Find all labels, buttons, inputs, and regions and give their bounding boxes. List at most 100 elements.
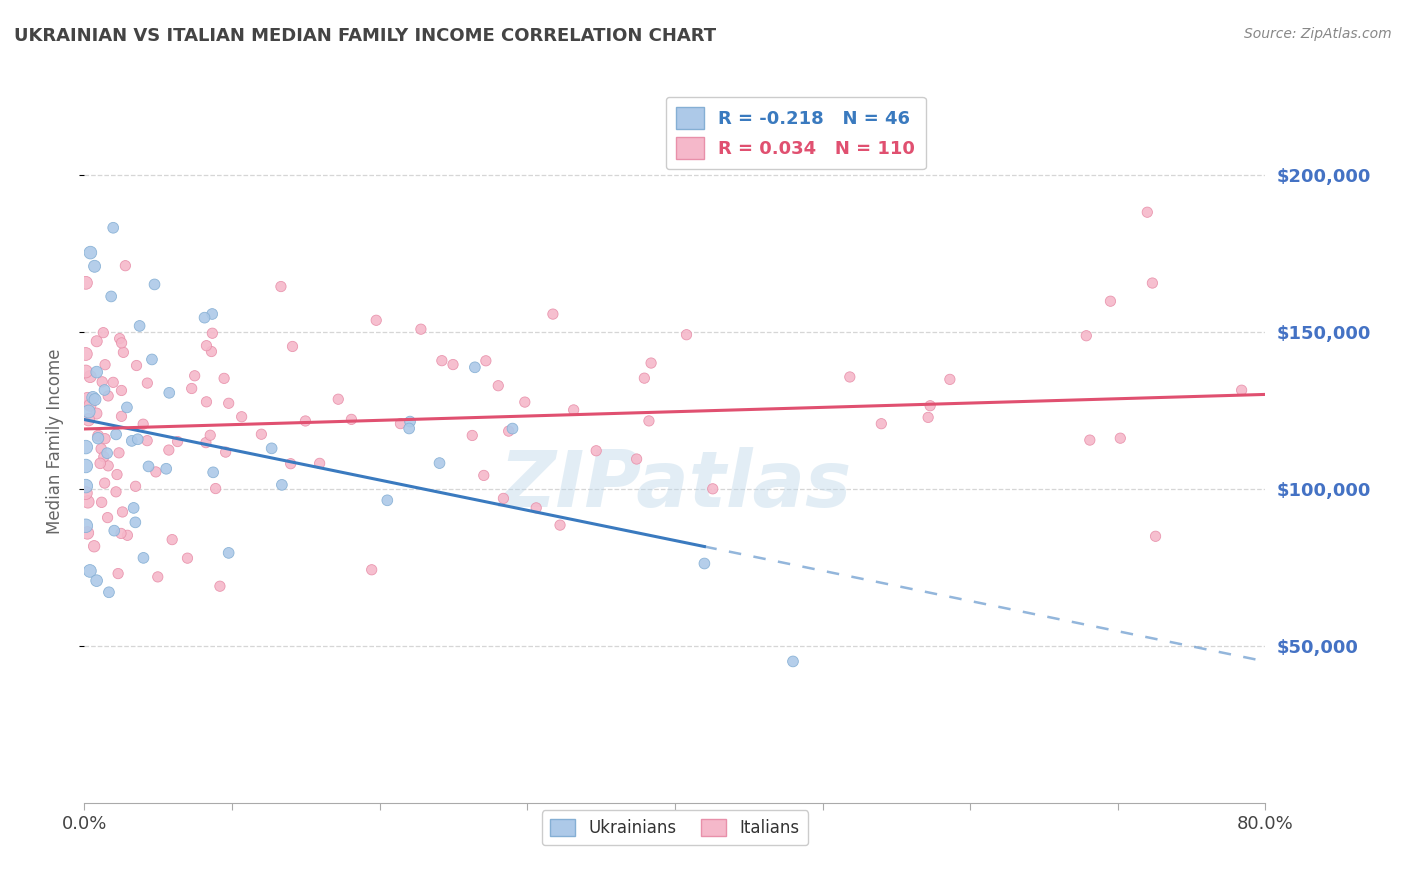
Point	[111, 505, 134, 519]
Point	[93, 383, 115, 397]
Point	[110, 335, 132, 350]
Point	[486, 378, 509, 392]
Point	[176, 551, 198, 566]
Point	[83, 260, 105, 274]
Point	[180, 382, 202, 396]
Point	[136, 434, 159, 448]
Point	[1144, 529, 1167, 543]
Point	[1230, 383, 1253, 397]
Point	[201, 326, 224, 341]
Point	[79, 564, 101, 578]
Point	[86, 365, 108, 379]
Point	[75, 486, 97, 500]
Point	[562, 403, 585, 417]
Point	[461, 428, 484, 442]
Point	[75, 364, 97, 378]
Point	[105, 484, 128, 499]
Point	[76, 525, 98, 540]
Legend: Ukrainians, Italians: Ukrainians, Italians	[541, 810, 808, 845]
Point	[398, 421, 420, 435]
Point	[97, 458, 120, 473]
Point	[541, 307, 564, 321]
Point	[157, 385, 180, 400]
Point	[366, 313, 388, 327]
Y-axis label: Median Family Income: Median Family Income	[45, 349, 63, 534]
Point	[79, 245, 101, 260]
Point	[917, 410, 939, 425]
Point	[103, 220, 125, 235]
Point	[585, 443, 607, 458]
Point	[693, 557, 716, 571]
Point	[93, 476, 115, 491]
Point	[513, 395, 536, 409]
Point	[399, 415, 422, 429]
Point	[90, 495, 112, 509]
Point	[328, 392, 350, 407]
Point	[281, 339, 304, 353]
Point	[475, 353, 498, 368]
Point	[75, 440, 97, 454]
Point	[430, 353, 453, 368]
Point	[208, 579, 231, 593]
Point	[90, 442, 112, 456]
Point	[77, 495, 100, 509]
Point	[97, 585, 120, 599]
Point	[93, 450, 115, 464]
Point	[702, 482, 724, 496]
Point	[82, 391, 104, 405]
Point	[524, 500, 547, 515]
Point	[89, 456, 111, 470]
Point	[79, 398, 101, 412]
Point	[202, 466, 225, 480]
Point	[429, 456, 451, 470]
Point	[97, 510, 120, 524]
Point	[155, 462, 177, 476]
Point	[441, 358, 464, 372]
Point	[136, 376, 159, 390]
Point	[260, 442, 283, 456]
Point	[108, 332, 131, 346]
Point	[200, 344, 222, 359]
Point	[103, 524, 125, 538]
Point	[110, 384, 132, 398]
Point	[132, 417, 155, 432]
Point	[782, 655, 804, 669]
Point	[195, 394, 218, 409]
Point	[375, 493, 398, 508]
Point	[132, 550, 155, 565]
Point	[166, 434, 188, 449]
Text: ZIPatlas: ZIPatlas	[499, 447, 851, 523]
Point	[389, 417, 412, 431]
Point	[121, 434, 143, 448]
Point	[117, 528, 139, 542]
Point	[146, 570, 169, 584]
Point	[1142, 276, 1164, 290]
Point	[270, 478, 292, 492]
Point	[250, 427, 273, 442]
Point	[1078, 433, 1101, 447]
Point	[195, 339, 218, 353]
Text: Source: ZipAtlas.com: Source: ZipAtlas.com	[1244, 27, 1392, 41]
Point	[675, 327, 697, 342]
Point	[110, 526, 132, 541]
Point	[91, 375, 114, 389]
Point	[633, 371, 655, 385]
Point	[105, 427, 128, 442]
Point	[160, 533, 183, 547]
Point	[340, 412, 363, 426]
Point	[128, 318, 150, 333]
Point	[94, 358, 117, 372]
Point	[201, 307, 224, 321]
Point	[501, 421, 523, 435]
Point	[270, 279, 292, 293]
Point	[1099, 294, 1122, 309]
Point	[107, 566, 129, 581]
Point	[145, 465, 167, 479]
Point	[75, 276, 97, 290]
Point	[124, 479, 146, 493]
Point	[79, 369, 101, 384]
Point	[218, 546, 240, 560]
Point	[472, 468, 495, 483]
Point	[920, 399, 942, 413]
Point	[640, 356, 662, 370]
